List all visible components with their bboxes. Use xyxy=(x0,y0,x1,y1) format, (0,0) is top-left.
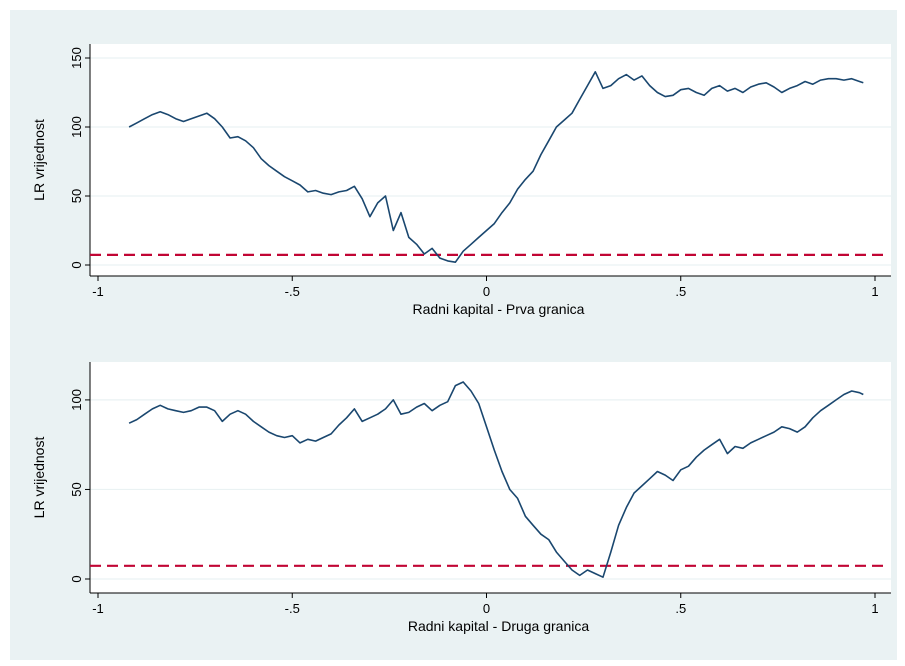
x-axis-title: Radni kapital - Druga granica xyxy=(408,618,590,634)
figure-background: 0 50 100 150 -1 -.5 0.5 1 Radni kapital - Prva g… xyxy=(10,10,897,660)
x-tick-label: -.5 xyxy=(285,284,300,299)
series-line-1 xyxy=(128,70,864,263)
x-tick-label: 1 xyxy=(871,601,878,616)
y-tick-label: 100 xyxy=(69,116,84,138)
series-line-1 xyxy=(128,381,864,579)
x-tick-label: 1 xyxy=(871,284,878,299)
x-tick-label: .5 xyxy=(675,284,686,299)
y-tick-label: 0 xyxy=(69,575,84,582)
x-tick-label: 0 xyxy=(483,601,490,616)
y-axis-title: LR vrijednost xyxy=(31,437,47,519)
x-tick-label: -1 xyxy=(92,284,104,299)
y-axis-title: LR vrijednost xyxy=(31,119,47,201)
x-axis-title: Radni kapital - Prva granica xyxy=(413,301,585,317)
chart-2: 0 50 100 -1 -.5 0 .5 1 Radni kapital - Druga gra… xyxy=(31,362,891,634)
y-tick-label: 50 xyxy=(69,189,84,203)
x-tick-label: -.5 xyxy=(285,601,300,616)
chart-1: 0 50 100 150 -1 -.5 0 .5 1 Radni kapital - Prva g… xyxy=(31,44,891,317)
y-tick-label: 0 xyxy=(69,261,84,268)
x-tick-label: -1 xyxy=(92,601,104,616)
x-tick-label: .5 xyxy=(675,601,686,616)
y-tick-label: 50 xyxy=(69,482,84,496)
y-tick-label: 150 xyxy=(69,47,84,69)
plot-area xyxy=(90,362,891,593)
y-tick-label: 100 xyxy=(69,389,84,411)
x-tick-label: 0 xyxy=(483,284,490,299)
plot-area xyxy=(90,44,891,276)
